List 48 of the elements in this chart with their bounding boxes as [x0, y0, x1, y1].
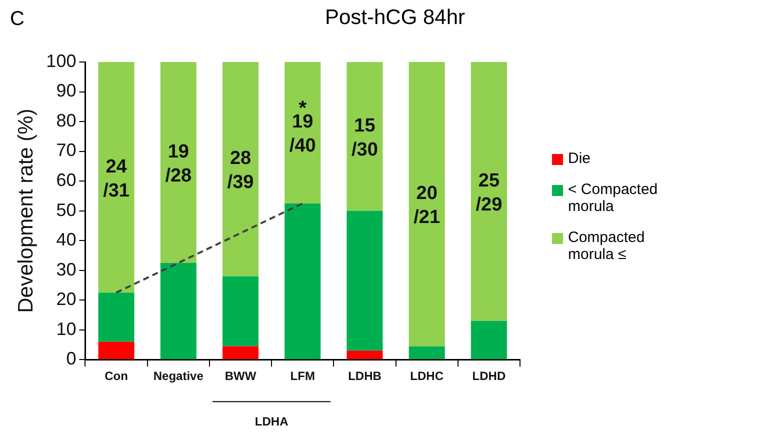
bar: [346, 210, 383, 351]
x-tick-label: LFM: [290, 369, 315, 384]
annotation: 19 /28: [165, 141, 192, 186]
bar: [160, 62, 196, 263]
bar: [160, 262, 196, 360]
bar: [408, 62, 445, 346]
text: LDHA: [254, 414, 289, 429]
y-tick-label: 20: [56, 289, 76, 310]
x-tick-label: LDHC: [410, 369, 444, 384]
x-tick-label: LDHB: [348, 369, 382, 384]
bar: [222, 62, 259, 276]
bar: [346, 350, 383, 360]
bar: [222, 276, 259, 346]
y-tick-label: 90: [56, 80, 76, 101]
y-tick-label: 30: [56, 259, 76, 280]
x-tick-label: Negative: [153, 369, 204, 384]
y-tick-label: 70: [56, 140, 76, 160]
bar: [98, 292, 134, 342]
legend-label: Compacted morula ≤: [568, 229, 646, 263]
legend-label: < Compacted morula: [568, 181, 659, 215]
annotation: 25 /29: [476, 170, 502, 216]
bar: [284, 203, 321, 360]
annotation: 28 /39: [227, 148, 254, 194]
y-tick-label: 10: [56, 318, 76, 339]
y-axis-title: Development rate (%): [14, 108, 38, 313]
bar: [98, 62, 134, 293]
x-tick-label: BWW: [224, 369, 257, 384]
y-tick-label: 0: [66, 348, 76, 369]
bar: [98, 342, 134, 360]
annotation: 20 /21: [414, 183, 440, 228]
bar: [284, 62, 321, 204]
legend-label: Die: [568, 150, 591, 167]
bar: [346, 62, 383, 211]
x-tick-label: Con: [104, 369, 128, 384]
y-tick-label: 100: [46, 50, 76, 71]
y-tick-label: 80: [56, 110, 76, 130]
x-tick-label: LDHD: [472, 369, 506, 384]
text: C: [10, 8, 24, 31]
annotation: 24 /31: [103, 156, 130, 202]
bar: [470, 320, 507, 360]
y-tick-label: 50: [56, 200, 76, 220]
bar: [222, 346, 259, 360]
annotation: 15 /30: [352, 115, 378, 160]
bar: [470, 62, 507, 321]
bar: [408, 346, 445, 360]
y-tick-label: 60: [56, 170, 76, 190]
y-tick-label: 40: [56, 230, 76, 250]
chart-title: Post-hCG 84hr: [324, 6, 466, 29]
